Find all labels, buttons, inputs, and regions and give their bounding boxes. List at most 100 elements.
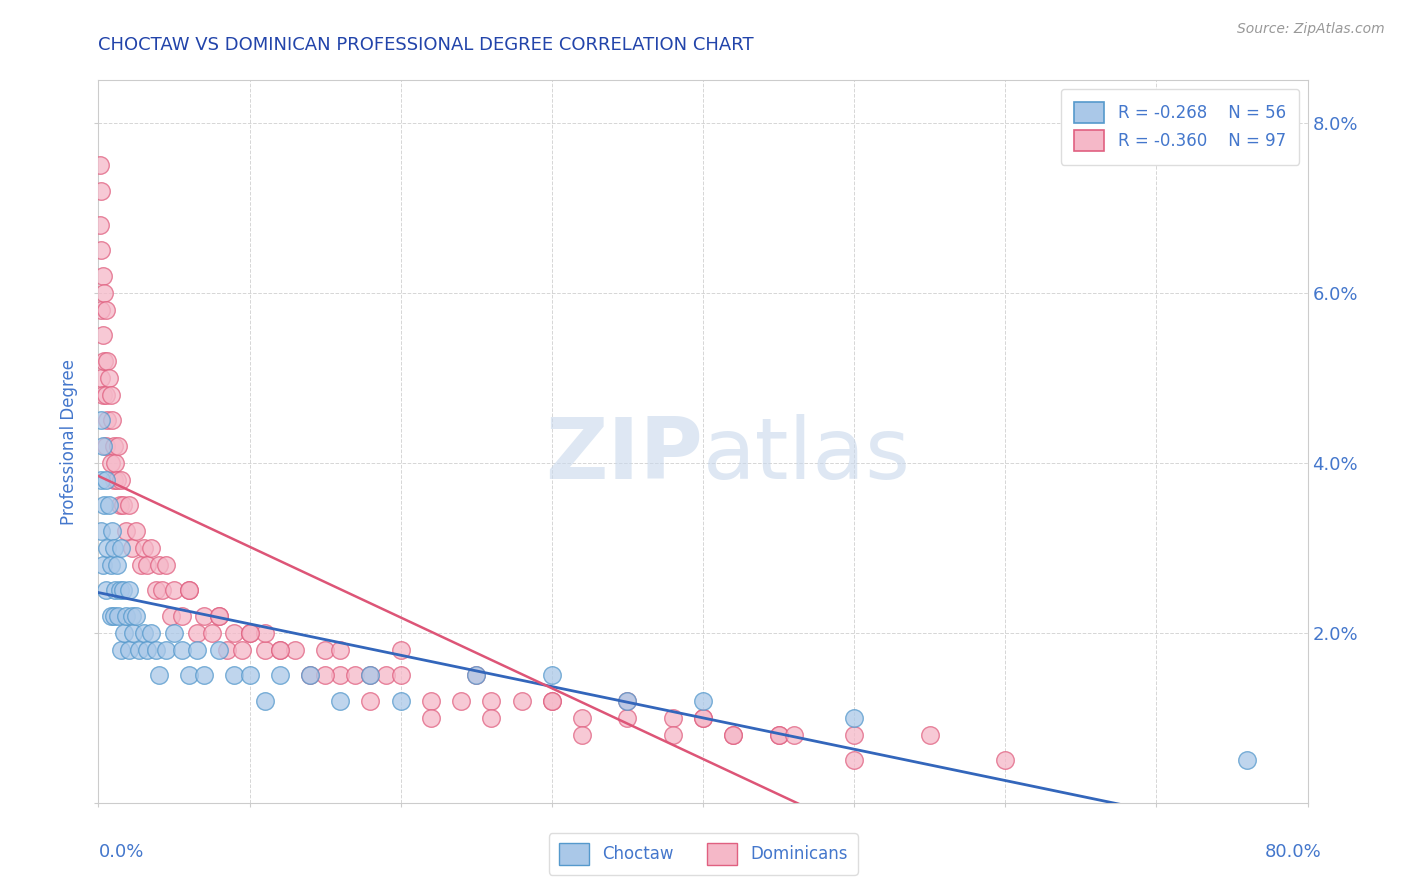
Point: [122, 625, 145, 640]
Point: [132, 541, 155, 555]
Point: [170, 608, 193, 623]
Point: [661, 728, 683, 742]
Point: [844, 711, 866, 725]
Point: [540, 694, 562, 708]
Point: [193, 608, 215, 623]
Point: [90, 371, 112, 385]
Point: [112, 625, 135, 640]
Point: [91, 268, 114, 283]
Point: [114, 608, 136, 623]
Point: [118, 583, 141, 598]
Point: [170, 642, 193, 657]
Point: [284, 642, 307, 657]
Point: [201, 625, 224, 640]
Point: [269, 642, 291, 657]
Point: [125, 608, 148, 623]
Point: [314, 642, 336, 657]
Text: Source: ZipAtlas.com: Source: ZipAtlas.com: [1237, 22, 1385, 37]
Point: [239, 668, 262, 682]
Point: [253, 694, 276, 708]
Point: [360, 668, 382, 682]
Point: [160, 608, 183, 623]
Point: [163, 625, 186, 640]
Point: [616, 694, 638, 708]
Point: [231, 642, 253, 657]
Point: [104, 456, 127, 470]
Point: [844, 753, 866, 767]
Point: [193, 668, 215, 682]
Point: [90, 244, 112, 258]
Point: [91, 558, 114, 572]
Point: [107, 608, 129, 623]
Point: [692, 711, 714, 725]
Point: [104, 583, 127, 598]
Point: [571, 728, 593, 742]
Point: [253, 642, 276, 657]
Point: [103, 473, 125, 487]
Point: [420, 711, 443, 725]
Point: [94, 473, 117, 487]
Point: [208, 608, 231, 623]
Point: [253, 625, 276, 640]
Text: 0.0%: 0.0%: [98, 843, 143, 861]
Point: [510, 694, 533, 708]
Point: [1236, 753, 1258, 767]
Point: [148, 558, 170, 572]
Point: [179, 583, 201, 598]
Point: [91, 439, 114, 453]
Point: [239, 625, 262, 640]
Point: [90, 473, 112, 487]
Point: [616, 694, 638, 708]
Point: [540, 668, 562, 682]
Point: [110, 473, 132, 487]
Point: [135, 642, 157, 657]
Text: 80.0%: 80.0%: [1265, 843, 1322, 861]
Point: [94, 388, 117, 402]
Point: [186, 625, 208, 640]
Point: [994, 753, 1017, 767]
Point: [89, 158, 111, 172]
Point: [101, 524, 124, 538]
Point: [224, 668, 246, 682]
Point: [783, 728, 806, 742]
Point: [91, 328, 114, 343]
Point: [100, 456, 122, 470]
Point: [179, 668, 201, 682]
Point: [96, 541, 118, 555]
Point: [224, 625, 246, 640]
Point: [360, 694, 382, 708]
Legend: R = -0.268    N = 56, R = -0.360    N = 97: R = -0.268 N = 56, R = -0.360 N = 97: [1062, 88, 1299, 165]
Point: [105, 473, 128, 487]
Point: [344, 668, 367, 682]
Y-axis label: Professional Degree: Professional Degree: [60, 359, 79, 524]
Point: [239, 625, 262, 640]
Point: [163, 583, 186, 598]
Text: CHOCTAW VS DOMINICAN PROFESSIONAL DEGREE CORRELATION CHART: CHOCTAW VS DOMINICAN PROFESSIONAL DEGREE…: [98, 36, 754, 54]
Point: [661, 711, 683, 725]
Point: [768, 728, 790, 742]
Point: [93, 353, 115, 368]
Point: [128, 642, 150, 657]
Point: [145, 583, 167, 598]
Point: [269, 668, 291, 682]
Point: [299, 668, 322, 682]
Point: [111, 583, 134, 598]
Point: [329, 668, 352, 682]
Point: [314, 668, 336, 682]
Point: [93, 285, 115, 300]
Point: [98, 498, 121, 512]
Point: [389, 668, 412, 682]
Point: [96, 353, 118, 368]
Point: [90, 302, 112, 317]
Point: [101, 413, 124, 427]
Point: [465, 668, 488, 682]
Point: [692, 711, 714, 725]
Point: [118, 498, 141, 512]
Point: [118, 642, 141, 657]
Point: [135, 558, 157, 572]
Point: [723, 728, 745, 742]
Point: [918, 728, 941, 742]
Point: [148, 668, 170, 682]
Point: [110, 541, 132, 555]
Point: [100, 558, 122, 572]
